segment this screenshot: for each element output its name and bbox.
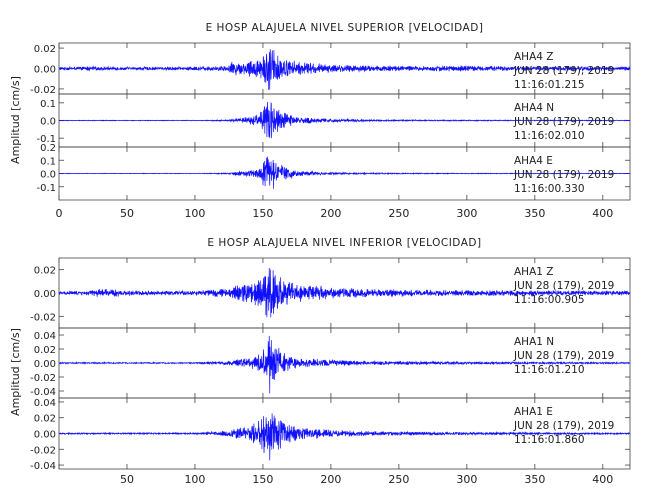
x-tick-label: 150 [252, 207, 273, 220]
y-axis-label: Amplitud [cm/s] [9, 76, 22, 164]
waveform-trace [58, 156, 631, 189]
y-tick-label: -0.02 [30, 445, 56, 456]
panel-aha1-n: 0.04 0.02 0.00 -0.02 -0.04 AHA1 N JUN 28 (179)… [30, 327, 631, 399]
y-tick-label: 0.02 [34, 266, 56, 277]
x-tick-label: 250 [388, 473, 409, 486]
time-label: 11:16:02.010 [514, 130, 585, 142]
chart-group-1: E HOSP ALAJUELA NIVEL INFERIOR [VELOCIDA… [9, 237, 631, 486]
x-tick-label: 300 [456, 473, 477, 486]
station-label: AHA1 Z [514, 266, 553, 278]
station-label: AHA4 N [514, 102, 554, 114]
x-tick-label: 50 [120, 473, 134, 486]
y-tick-label: 0.0 [40, 117, 56, 128]
y-tick-label: 0.02 [34, 414, 56, 425]
waveform-trace [58, 335, 631, 394]
y-tick-label: -0.1 [36, 183, 56, 194]
panel-aha4-z: 0.02 0.00 -0.02 AHA4 Z JUN 28 (179), 2019 11:… [30, 42, 631, 96]
chart-group-0: E HOSP ALAJUELA NIVEL SUPERIOR [VELOCIDA… [9, 22, 631, 220]
y-tick-label: -0.02 [30, 312, 56, 323]
x-tick-label: 400 [592, 473, 613, 486]
y-tick-label: 0.1 [40, 99, 56, 110]
panel-aha1-z: 0.02 0.00 -0.02 AHA1 Z JUN 28 (179), 2019 11:… [30, 257, 631, 329]
time-label: 11:16:01.210 [514, 364, 585, 376]
y-tick-label: -0.02 [30, 373, 56, 384]
date-label: JUN 28 (179), 2019 [513, 350, 614, 362]
x-tick-label: 50 [120, 207, 134, 220]
chart-title: E HOSP ALAJUELA NIVEL SUPERIOR [VELOCIDA… [206, 22, 484, 34]
x-tick-label: 200 [320, 473, 341, 486]
station-label: AHA4 Z [514, 51, 553, 63]
y-tick-label: 0.02 [34, 345, 56, 356]
y-tick-label: -0.02 [30, 85, 56, 96]
station-label: AHA1 E [514, 406, 553, 418]
y-axis-label: Amplitud [cm/s] [9, 328, 22, 416]
y-tick-label: 0.0 [40, 170, 56, 181]
station-label: AHA1 N [514, 336, 554, 348]
y-tick-label: 0.00 [34, 430, 56, 441]
x-tick-label: 100 [184, 207, 205, 220]
y-tick-label: 0.00 [34, 289, 56, 300]
x-tick-label: 0 [56, 207, 63, 220]
chart-title: E HOSP ALAJUELA NIVEL INFERIOR [VELOCIDA… [207, 237, 481, 249]
x-tick-label: 350 [524, 473, 545, 486]
y-tick-label: 0.04 [34, 331, 56, 342]
x-tick-label: 400 [592, 207, 613, 220]
waveform-trace [58, 49, 631, 90]
time-label: 11:16:00.330 [514, 183, 585, 195]
date-label: JUN 28 (179), 2019 [513, 116, 614, 128]
x-tick-label: 250 [388, 207, 409, 220]
x-tick-label: 350 [524, 207, 545, 220]
x-tick-label: 100 [184, 473, 205, 486]
y-tick-label: -0.1 [36, 134, 56, 145]
y-tick-label: 0.1 [40, 156, 56, 167]
time-label: 11:16:00.905 [514, 294, 585, 306]
date-label: JUN 28 (179), 2019 [513, 65, 614, 77]
date-label: JUN 28 (179), 2019 [513, 280, 614, 292]
y-tick-label: -0.04 [30, 461, 56, 472]
y-tick-label: -0.04 [30, 387, 56, 398]
y-tick-label: 0.02 [34, 44, 56, 55]
x-tick-label: 200 [320, 207, 341, 220]
waveform-trace [58, 413, 631, 461]
panel-aha1-e: 0.04 0.02 0.00 -0.02 -0.04 AHA1 E JUN 28 (179)… [30, 397, 631, 472]
panel-aha4-n: 0.1 0.0 -0.1 AHA4 N JUN 28 (179), 2019 11:16:… [36, 93, 631, 148]
waveform-trace [58, 101, 631, 139]
waveform-trace [58, 267, 631, 318]
time-label: 11:16:01.215 [514, 79, 585, 91]
y-tick-label: 0.04 [34, 398, 56, 409]
station-label: AHA4 E [514, 155, 553, 167]
date-label: JUN 28 (179), 2019 [513, 169, 614, 181]
x-tick-label: 300 [456, 207, 477, 220]
time-label: 11:16:01.860 [514, 434, 585, 446]
y-tick-label: 0.00 [34, 359, 56, 370]
y-tick-label: 0.2 [40, 143, 56, 154]
y-tick-label: 0.00 [34, 65, 56, 76]
x-tick-label: 150 [252, 473, 273, 486]
panel-aha4-e: 0.2 0.1 0.0 -0.1 AHA4 E JUN 28 (179), 2019 11:… [36, 143, 631, 201]
date-label: JUN 28 (179), 2019 [513, 420, 614, 432]
